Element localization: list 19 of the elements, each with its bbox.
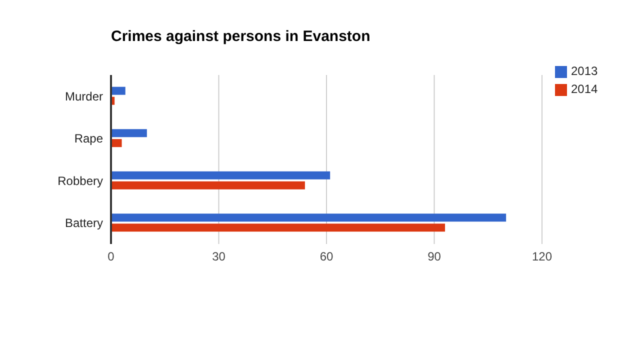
x-tick-label: 120 — [532, 250, 552, 264]
y-tick-label: Rape — [74, 132, 104, 146]
x-tick-label: 30 — [212, 250, 226, 264]
bar — [111, 86, 126, 95]
legend-label: 2013 — [571, 64, 598, 78]
legend-label: 2014 — [571, 82, 598, 96]
bar — [111, 181, 305, 190]
bar — [111, 129, 147, 138]
bar — [111, 224, 446, 232]
x-tick-label: 90 — [428, 250, 442, 264]
y-tick-label: Robbery — [58, 174, 103, 188]
chart-title: Crimes against persons in Evanston — [111, 28, 370, 45]
y-tick-label: Battery — [64, 216, 103, 230]
bar — [111, 214, 506, 222]
y-tick-label: Murder — [64, 89, 103, 104]
x-tick-label: 0 — [108, 250, 115, 264]
bar — [111, 171, 330, 180]
bar — [111, 139, 122, 148]
x-tick-label: 60 — [320, 250, 334, 264]
